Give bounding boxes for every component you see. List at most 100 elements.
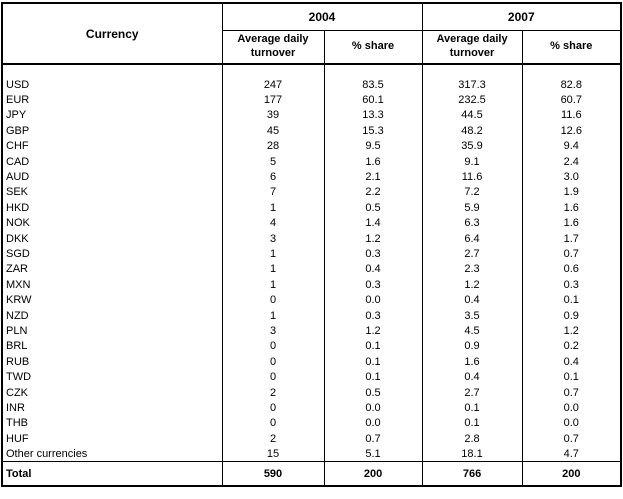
table-row: EUR 177 60.1 232.5 60.7 <box>1 92 622 108</box>
cell-2007-turnover: 35.9 <box>421 138 523 154</box>
cell-2004-share: 1.2 <box>323 230 423 247</box>
cell-2007-share: 82.8 <box>521 77 622 93</box>
cell-2004-turnover: 0 <box>221 369 325 385</box>
cell-2004-share: 1.4 <box>323 215 423 231</box>
cell-currency: NZD <box>1 307 223 324</box>
cell-total-2007-share: 200 <box>521 461 622 486</box>
table-row: Other currencies 15 5.1 18.1 4.7 <box>1 446 622 462</box>
cell-currency: CAD <box>1 153 223 170</box>
cell-2007-turnover: 232.5 <box>421 92 523 108</box>
cell-currency: THB <box>1 415 223 431</box>
cell-2007-share: 0.9 <box>521 307 622 324</box>
cell-2004-share: 0.5 <box>323 200 423 216</box>
cell-2004-share: 0.7 <box>323 430 423 447</box>
table-row: NOK 4 1.4 6.3 1.6 <box>1 215 622 231</box>
cell-currency: ZAR <box>1 261 223 278</box>
cell-2004-share: 0.0 <box>323 415 423 431</box>
cell-2004-turnover: 1 <box>221 246 325 262</box>
cell-2007-turnover: 6.3 <box>421 215 523 231</box>
cell-2004-share: 83.5 <box>323 77 423 93</box>
table-row: CZK 2 0.5 2.7 0.7 <box>1 384 622 401</box>
cell-2004-share: 1.6 <box>323 153 423 170</box>
cell-2007-share: 1.9 <box>521 184 622 201</box>
cell-2007-share: 0.7 <box>521 384 622 401</box>
cell-2004-turnover: 6 <box>221 169 325 185</box>
cell-total-2007-turnover: 766 <box>421 461 523 486</box>
total-row: Total 590 200 766 200 <box>1 461 622 486</box>
cell-2007-share: 1.6 <box>521 215 622 231</box>
cell-2007-turnover: 2.8 <box>421 430 523 447</box>
header-cell-currency: Currency <box>1 2 223 65</box>
cell-2007-turnover: 18.1 <box>421 446 523 462</box>
cell-2007-turnover: 1.6 <box>421 354 523 370</box>
cell-2004-share: 0.3 <box>323 277 423 293</box>
table-row: CAD 5 1.6 9.1 2.4 <box>1 153 622 170</box>
cell-2007-share: 0.6 <box>521 261 622 278</box>
table-row: SEK 7 2.2 7.2 1.9 <box>1 184 622 201</box>
header-cell-year-2004: 2004 <box>221 2 423 31</box>
table-row: USD 247 83.5 317.3 82.8 <box>1 77 622 93</box>
spacer-cell <box>521 64 622 77</box>
cell-2007-turnover: 317.3 <box>421 77 523 93</box>
header-cell-avg-turnover-2007: Average daily turnover <box>421 29 523 65</box>
cell-2007-share: 12.6 <box>521 123 622 139</box>
cell-2004-turnover: 39 <box>221 107 325 124</box>
table-row: SGD 1 0.3 2.7 0.7 <box>1 246 622 262</box>
cell-2004-turnover: 15 <box>221 446 325 462</box>
cell-currency: HUF <box>1 430 223 447</box>
header-year-row: Currency 2004 2007 <box>1 2 622 65</box>
cell-currency: CHF <box>1 138 223 154</box>
cell-currency: HKD <box>1 200 223 216</box>
cell-2007-share: 0.3 <box>521 277 622 293</box>
cell-2004-turnover: 3 <box>221 230 325 247</box>
cell-2004-turnover: 247 <box>221 77 325 93</box>
cell-2007-turnover: 4.5 <box>421 323 523 339</box>
cell-total-2004-turnover: 590 <box>221 461 325 486</box>
cell-2007-turnover: 0.1 <box>421 400 523 416</box>
table-row: MXN 1 0.3 1.2 0.3 <box>1 277 622 293</box>
cell-2007-share: 9.4 <box>521 138 622 154</box>
cell-2004-share: 0.3 <box>323 307 423 324</box>
cell-2007-share: 0.7 <box>521 246 622 262</box>
table-row: RUB 0 0.1 1.6 0.4 <box>1 354 622 370</box>
cell-2004-turnover: 28 <box>221 138 325 154</box>
cell-2004-share: 0.0 <box>323 400 423 416</box>
cell-2007-turnover: 0.1 <box>421 415 523 431</box>
cell-2004-share: 60.1 <box>323 92 423 108</box>
cell-currency: KRW <box>1 292 223 308</box>
table-row: HUF 2 0.7 2.8 0.7 <box>1 430 622 447</box>
table-body: USD 247 83.5 317.3 82.8 EUR 177 60.1 232… <box>1 64 622 486</box>
header-cell-avg-turnover-2004: Average daily turnover <box>221 29 325 65</box>
cell-2007-turnover: 11.6 <box>421 169 523 185</box>
table-row: NZD 1 0.3 3.5 0.9 <box>1 307 622 324</box>
cell-2007-turnover: 2.7 <box>421 246 523 262</box>
table-row: GBP 45 15.3 48.2 12.6 <box>1 123 622 139</box>
table-row: CHF 28 9.5 35.9 9.4 <box>1 138 622 154</box>
cell-2004-turnover: 0 <box>221 415 325 431</box>
cell-2004-share: 5.1 <box>323 446 423 462</box>
cell-2004-share: 2.2 <box>323 184 423 201</box>
cell-2007-turnover: 0.4 <box>421 292 523 308</box>
spacer-cell <box>421 64 523 77</box>
cell-currency: RUB <box>1 354 223 370</box>
header-cell-share-2004: % share <box>323 29 423 65</box>
cell-2004-turnover: 7 <box>221 184 325 201</box>
cell-2007-turnover: 5.9 <box>421 200 523 216</box>
cell-2007-share: 0.4 <box>521 354 622 370</box>
cell-2004-turnover: 2 <box>221 384 325 401</box>
cell-total-label: Total <box>1 461 223 486</box>
spacer-cell <box>1 64 223 77</box>
currency-turnover-table: Currency 2004 2007 Average daily turnove… <box>1 2 623 487</box>
cell-currency: EUR <box>1 92 223 108</box>
cell-2007-turnover: 0.4 <box>421 369 523 385</box>
cell-2007-share: 4.7 <box>521 446 622 462</box>
cell-2007-share: 0.7 <box>521 430 622 447</box>
table-row: KRW 0 0.0 0.4 0.1 <box>1 292 622 308</box>
cell-2004-turnover: 0 <box>221 338 325 355</box>
table-row: JPY 39 13.3 44.5 11.6 <box>1 107 622 124</box>
cell-2004-share: 0.0 <box>323 292 423 308</box>
cell-currency: DKK <box>1 230 223 247</box>
cell-currency: NOK <box>1 215 223 231</box>
table-row: AUD 6 2.1 11.6 3.0 <box>1 169 622 185</box>
